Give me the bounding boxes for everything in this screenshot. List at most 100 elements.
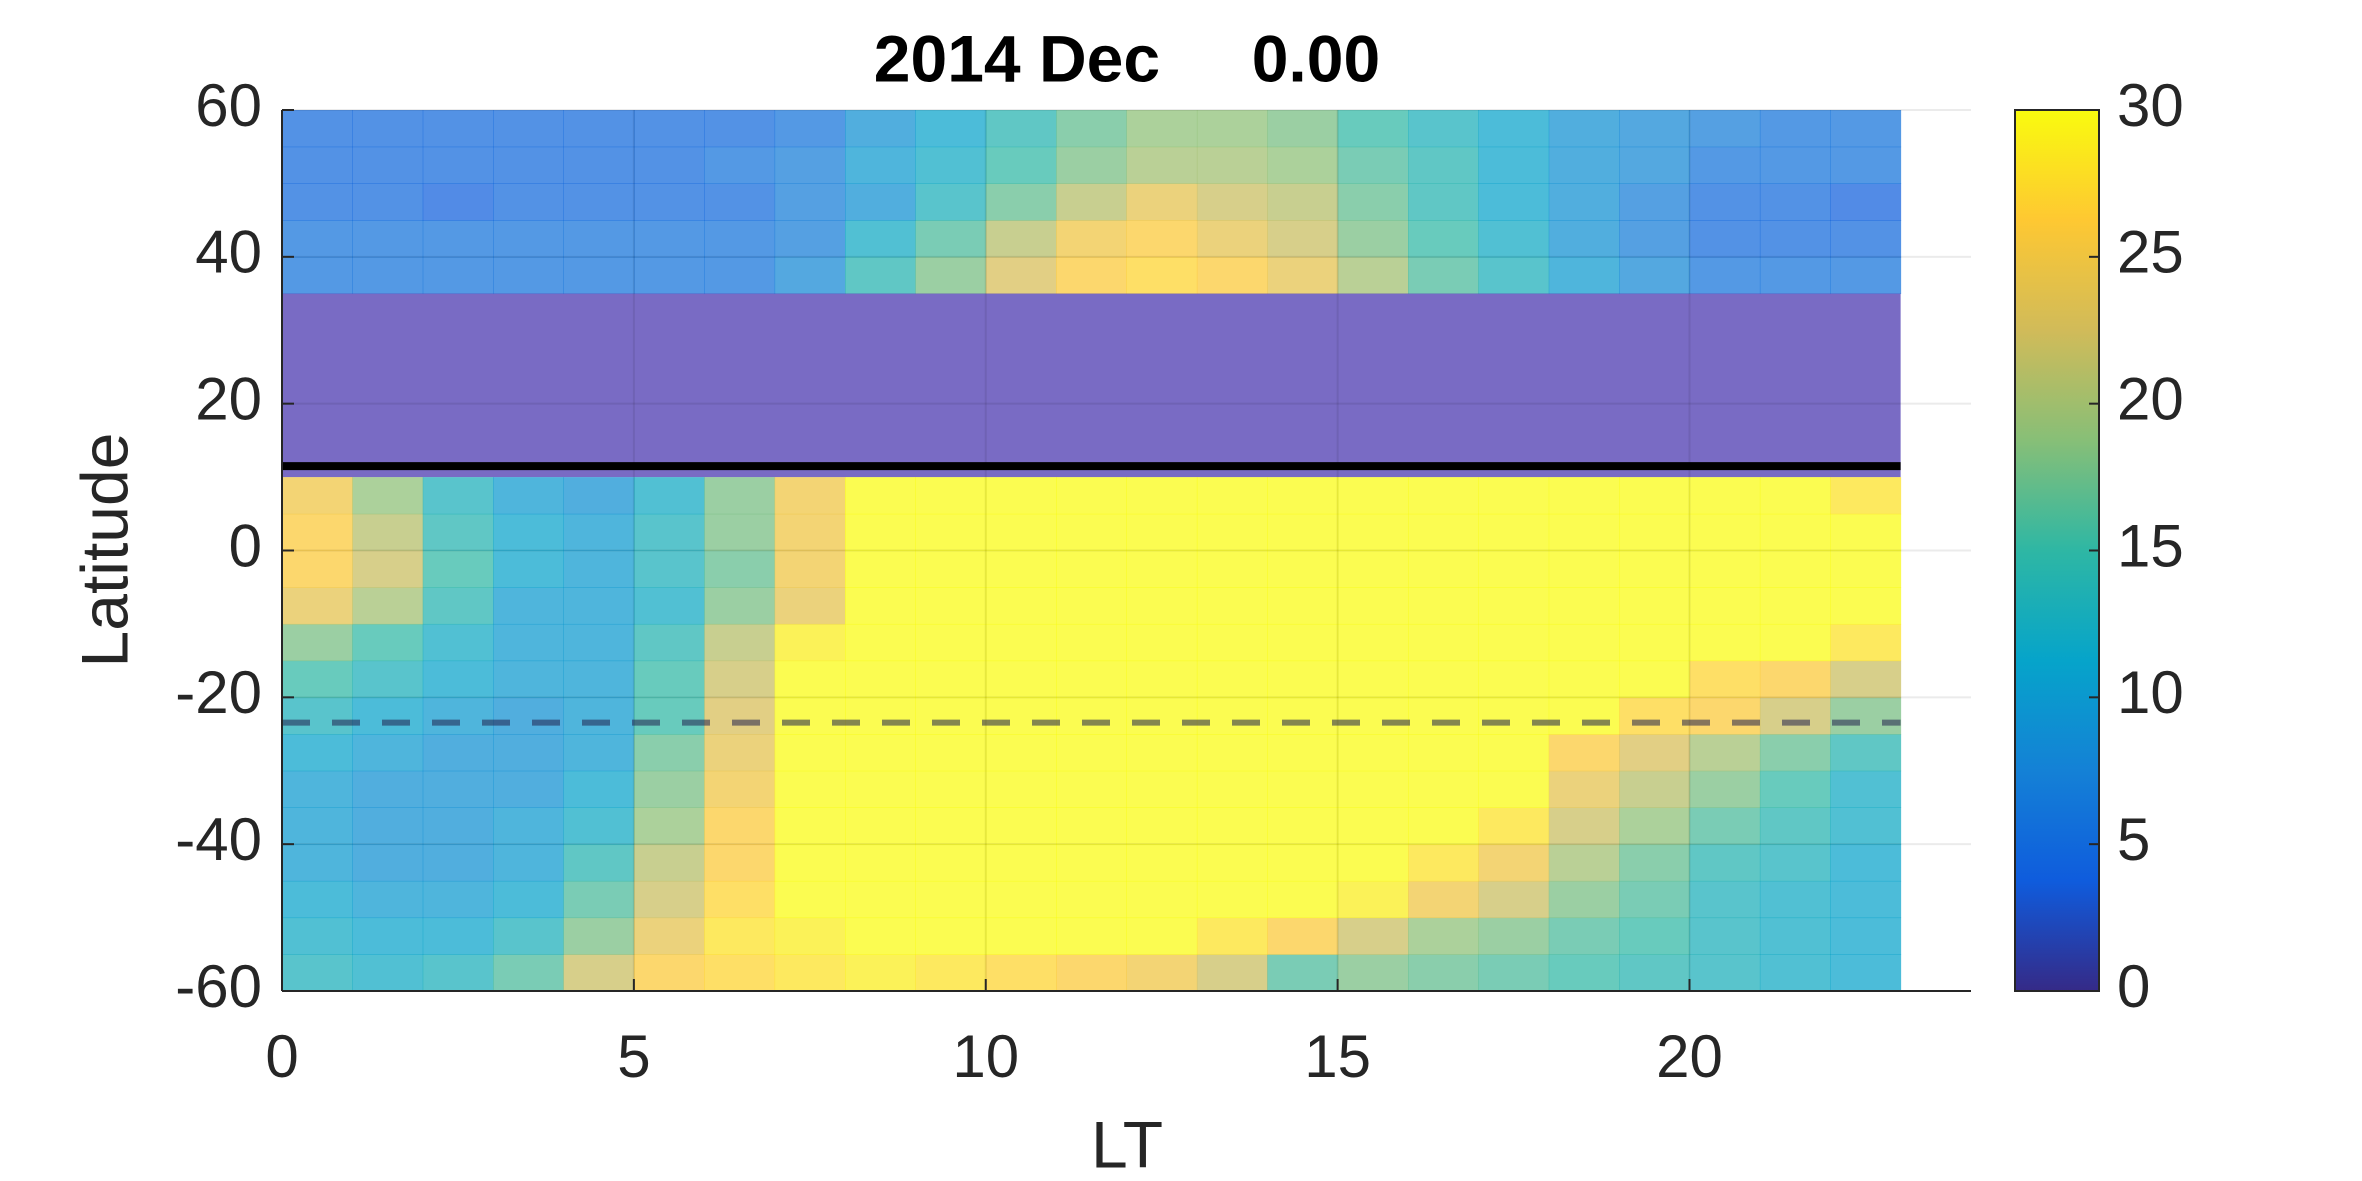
heatmap-cell	[422, 880, 494, 919]
heatmap-cell	[1689, 770, 1761, 808]
heatmap-cell	[1548, 807, 1620, 845]
heatmap-cell	[704, 734, 776, 772]
heatmap-cell	[1619, 587, 1690, 625]
heatmap-cell	[1689, 660, 1761, 698]
heatmap-cell	[985, 917, 1057, 955]
heatmap-cell	[915, 623, 987, 662]
heatmap-cell	[422, 844, 494, 882]
heatmap-cell	[352, 697, 424, 735]
heatmap-cell	[1267, 146, 1339, 184]
heatmap-cell	[1056, 844, 1127, 882]
heatmap-cell	[1056, 146, 1127, 184]
y-tick-label: 20	[195, 366, 262, 433]
heatmap-cell	[563, 550, 635, 588]
heatmap-cell	[1267, 770, 1339, 808]
heatmap-cell	[774, 477, 846, 515]
heatmap-cell	[1056, 660, 1127, 698]
heatmap-cell	[493, 110, 564, 148]
heatmap-cell	[1337, 146, 1409, 184]
heatmap-cell	[774, 770, 846, 808]
heatmap-cell	[1408, 513, 1479, 551]
heatmap-cell	[915, 734, 987, 772]
heatmap-cell	[1759, 917, 1831, 955]
heatmap-cell	[1478, 550, 1550, 588]
heatmap-cell	[1759, 623, 1831, 662]
heatmap-cell	[845, 660, 916, 698]
heatmap-cell	[352, 220, 424, 258]
heatmap-cell	[704, 146, 776, 184]
heatmap-cell	[1478, 146, 1550, 184]
heatmap-cell	[774, 183, 846, 221]
heatmap-cell	[1196, 734, 1268, 772]
heatmap-cell	[282, 660, 353, 698]
heatmap-cell	[1689, 954, 1761, 992]
heatmap-cell	[704, 477, 776, 515]
heatmap-cell	[563, 477, 635, 515]
heatmap-cell	[985, 954, 1057, 992]
heatmap-cell	[1830, 660, 1902, 698]
heatmap-cell	[1619, 880, 1690, 919]
heatmap-cell	[1337, 807, 1409, 845]
heatmap-cell	[352, 844, 424, 882]
heatmap-cell	[1408, 880, 1479, 919]
heatmap-cell	[1548, 917, 1620, 955]
heatmap-cell	[422, 220, 494, 258]
heatmap-cell	[1830, 844, 1902, 882]
heatmap-cell	[563, 513, 635, 551]
heatmap-cell	[985, 734, 1057, 772]
heatmap-cell	[1126, 256, 1198, 295]
heatmap-cell	[1478, 844, 1550, 882]
heatmap-cell	[1619, 770, 1690, 808]
heatmap-cell	[1619, 954, 1690, 992]
heatmap-cell	[774, 587, 846, 625]
heatmap-cell	[1267, 477, 1339, 515]
heatmap-cell	[1337, 550, 1409, 588]
heatmap-cell	[1548, 477, 1620, 515]
heatmap-cell	[282, 770, 353, 808]
heatmap-cell	[1126, 734, 1198, 772]
heatmap-cell	[633, 220, 705, 258]
heatmap-cell	[1759, 880, 1831, 919]
heatmap-cell	[1548, 513, 1620, 551]
heatmap-cell	[1619, 844, 1690, 882]
heatmap-cell	[1548, 660, 1620, 698]
heatmap-cell	[1478, 183, 1550, 221]
heatmap-cell	[915, 183, 987, 221]
heatmap-cell	[1759, 513, 1831, 551]
heatmap-cell	[1196, 880, 1268, 919]
heatmap-cell	[1056, 220, 1127, 258]
heatmap-cell	[422, 734, 494, 772]
heatmap-cell	[915, 110, 987, 148]
heatmap-cell	[1759, 220, 1831, 258]
colorbar-tick-label: 15	[2117, 512, 2184, 579]
heatmap-cell	[563, 954, 635, 992]
heatmap-cell	[1056, 110, 1127, 148]
heatmap-cell	[1830, 954, 1902, 992]
heatmap-cell	[1126, 513, 1198, 551]
heatmap-cell	[845, 623, 916, 662]
heatmap-cell	[282, 477, 353, 515]
heatmap-cell	[1196, 220, 1268, 258]
heatmap-cell	[1830, 550, 1902, 588]
heatmap-cell	[915, 880, 987, 919]
heatmap-cell	[1548, 587, 1620, 625]
heatmap-cell	[985, 587, 1057, 625]
heatmap-cell	[1337, 110, 1409, 148]
heatmap-cell	[985, 183, 1057, 221]
heatmap-cell	[282, 587, 353, 625]
heatmap-cell	[1478, 220, 1550, 258]
x-tick-label: 5	[617, 1023, 650, 1090]
heatmap-cell	[1478, 623, 1550, 662]
heatmap-cell	[1830, 623, 1902, 662]
heatmap-cell	[1619, 734, 1690, 772]
heatmap-cell	[1267, 256, 1339, 295]
heatmap-cell	[915, 954, 987, 992]
heatmap-cell	[1548, 623, 1620, 662]
heatmap-cell	[563, 146, 635, 184]
heatmap-cell	[704, 110, 776, 148]
heatmap-cell	[1196, 770, 1268, 808]
heatmap-cell	[633, 660, 705, 698]
heatmap-cell	[1267, 183, 1339, 221]
heatmap-cell	[493, 734, 564, 772]
heatmap-cell	[915, 220, 987, 258]
